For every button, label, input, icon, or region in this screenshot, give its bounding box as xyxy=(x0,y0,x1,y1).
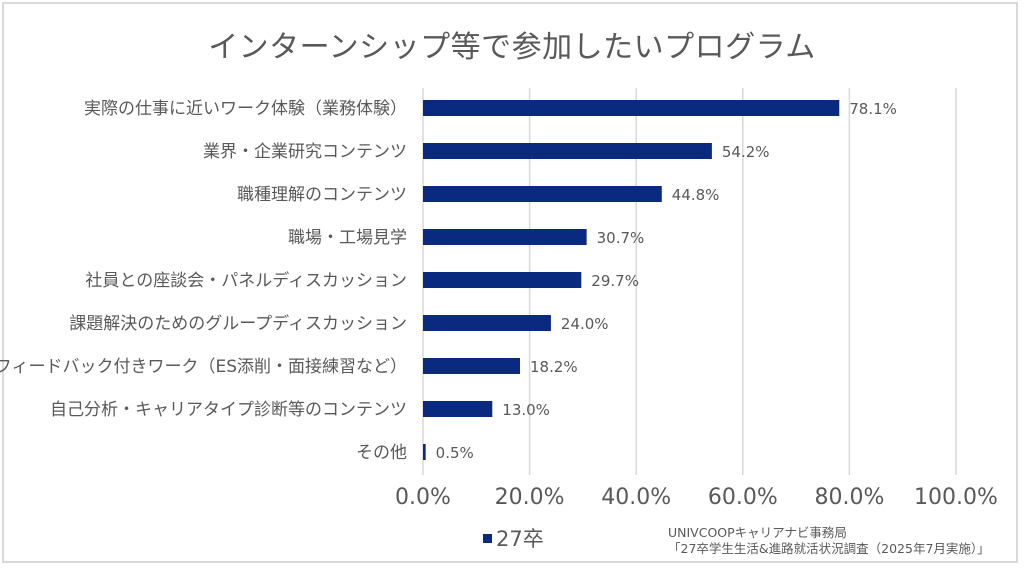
x-tick-label: 100.0% xyxy=(914,485,998,510)
category-label: 社員との座談会・パネルディスカッション xyxy=(85,270,407,291)
value-labels: 78.1% 54.2% 44.8% 30.7% 29.7% 24.0% 18.2% 13.0%… xyxy=(436,100,897,462)
category-label: その他 xyxy=(356,443,407,463)
value-label: 44.8% xyxy=(672,186,720,204)
bar xyxy=(423,229,587,245)
value-label: 13.0% xyxy=(502,401,550,419)
source-line-2: 「27卒学生生活&進路就活状況調査（2025年7月実施）」 xyxy=(668,541,990,556)
value-label: 18.2% xyxy=(530,358,578,376)
bar xyxy=(423,143,712,159)
x-tick-labels: 0.0% 20.0% 40.0% 60.0% 80.0% 100.0% xyxy=(395,485,998,510)
value-label: 30.7% xyxy=(597,229,645,247)
category-labels: 実際の仕事に近いワーク体験（業務体験） 業界・企業研究コンテンツ職種理解のコンテン… xyxy=(0,99,407,463)
value-label: 54.2% xyxy=(722,143,770,161)
category-label: 実際の仕事に近いワーク体験（業務体験） xyxy=(84,99,407,119)
bar xyxy=(423,401,493,417)
x-tick-label: 60.0% xyxy=(708,485,778,510)
category-label: 自己分析・キャリアタイプ診断等のコンテンツ xyxy=(50,400,407,420)
value-label: 0.5% xyxy=(436,444,474,462)
legend: 27卒 xyxy=(483,523,544,553)
bar xyxy=(423,444,426,460)
category-label: 課題解決のためのグループディスカッション xyxy=(69,313,407,334)
value-label: 24.0% xyxy=(561,315,609,333)
bars xyxy=(423,100,840,460)
category-label: 職場・工場見学 xyxy=(288,228,407,248)
bar xyxy=(423,358,521,374)
value-label: 29.7% xyxy=(591,272,639,290)
x-tick-label: 40.0% xyxy=(601,485,671,510)
category-label: 業界・企業研究コンテンツ xyxy=(203,142,407,162)
bar xyxy=(423,186,662,202)
value-label: 78.1% xyxy=(849,100,897,118)
chart-title: インターンシップ等で参加したいプログラム xyxy=(208,30,816,65)
source-note: UNIVCOOPキャリアナビ事務局 「27卒学生生活&進路就活状況調査（2025… xyxy=(668,525,990,557)
x-tick-label: 0.0% xyxy=(395,485,451,510)
legend-swatch xyxy=(483,533,492,543)
x-tick-label: 80.0% xyxy=(814,485,884,510)
legend-label: 27卒 xyxy=(496,527,544,551)
category-label: 職種理解のコンテンツ xyxy=(237,185,407,205)
category-label: フィードバック付きワーク（ES添削・面接練習など） xyxy=(0,357,407,377)
bar xyxy=(423,100,840,116)
source-line-1: UNIVCOOPキャリアナビ事務局 xyxy=(668,525,847,540)
bar xyxy=(423,272,582,288)
bar xyxy=(423,315,551,331)
x-tick-label: 20.0% xyxy=(495,485,565,510)
